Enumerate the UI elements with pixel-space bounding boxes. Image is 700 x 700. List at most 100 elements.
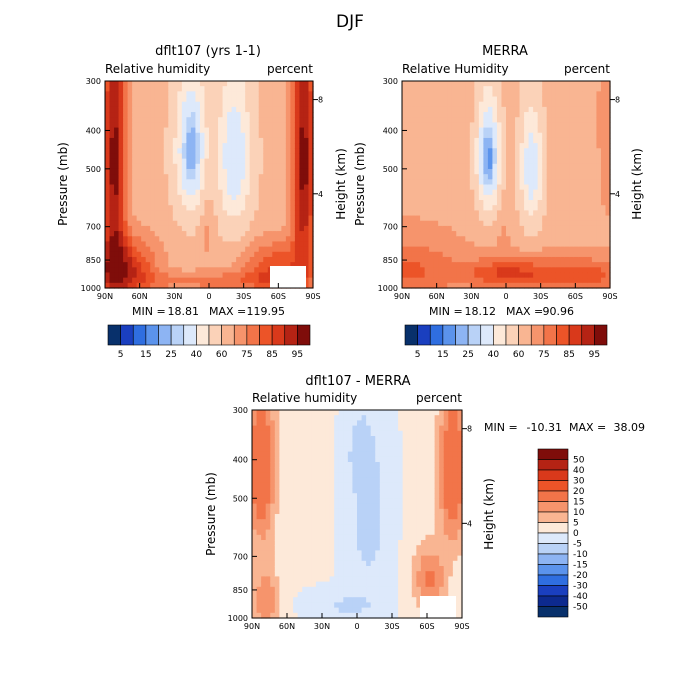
- field-cell: [283, 560, 290, 567]
- field-cell: [420, 277, 426, 284]
- field-cell: [352, 540, 358, 546]
- field-cell: [578, 117, 584, 123]
- field-cell: [460, 194, 466, 201]
- field-cell: [256, 550, 262, 557]
- field-cell: [245, 81, 251, 87]
- field-cell: [281, 189, 287, 196]
- field-cell: [256, 586, 262, 593]
- field-cell: [347, 534, 354, 541]
- field-cell: [190, 282, 197, 289]
- field-cell: [261, 415, 267, 421]
- field-cell: [515, 282, 521, 289]
- field-cell: [528, 272, 534, 279]
- field-cell: [474, 132, 480, 139]
- field-cell: [442, 205, 448, 211]
- field-cell: [438, 127, 444, 134]
- field-cell: [222, 81, 228, 87]
- field-cell: [366, 472, 372, 479]
- field-cell: [411, 158, 417, 165]
- field-cell: [591, 200, 598, 206]
- field-cell: [528, 179, 534, 186]
- merra-colorbar-label: 15: [437, 350, 448, 360]
- field-cell: [424, 184, 430, 191]
- model-colorbar-swatch: [170, 324, 185, 346]
- field-cell: [519, 210, 525, 217]
- field-cell: [265, 436, 271, 442]
- field-cell: [587, 236, 593, 243]
- field-cell: [433, 101, 439, 108]
- field-cell: [433, 236, 439, 243]
- field-cell: [132, 174, 138, 180]
- field-cell: [519, 96, 525, 103]
- field-cell: [591, 256, 598, 263]
- field-cell: [524, 117, 530, 123]
- field-cell: [542, 112, 548, 118]
- field-cell: [222, 112, 228, 118]
- field-cell: [492, 205, 498, 211]
- field-cell: [506, 220, 512, 227]
- field-cell: [415, 241, 421, 248]
- field-cell: [551, 277, 557, 284]
- field-cell: [478, 127, 484, 134]
- field-cell: [528, 91, 534, 98]
- field-cell: [297, 612, 303, 619]
- field-cell: [515, 272, 521, 279]
- field-cell: [195, 194, 201, 201]
- field-cell: [537, 241, 543, 248]
- field-cell: [438, 210, 444, 217]
- field-cell: [460, 122, 466, 129]
- field-cell: [245, 163, 251, 170]
- field-cell: [279, 545, 285, 551]
- field-cell: [118, 148, 124, 155]
- field-cell: [186, 137, 192, 144]
- field-cell: [145, 96, 151, 103]
- field-cell: [433, 132, 439, 139]
- field-cell: [315, 456, 322, 463]
- field-cell: [150, 168, 156, 175]
- field-cell: [145, 256, 151, 263]
- field-cell: [456, 231, 462, 237]
- field-cell: [302, 430, 308, 437]
- field-cell: [510, 179, 516, 186]
- field-cell: [118, 200, 124, 206]
- field-cell: [308, 148, 314, 155]
- field-cell: [487, 96, 494, 103]
- field-cell: [267, 225, 273, 232]
- field-cell: [172, 101, 178, 108]
- field-cell: [591, 143, 598, 149]
- field-cell: [519, 179, 525, 186]
- field-cell: [501, 267, 507, 274]
- field-cell: [308, 153, 314, 160]
- field-cell: [357, 472, 363, 479]
- field-cell: [447, 127, 453, 134]
- field-cell: [357, 410, 363, 416]
- field-cell: [338, 477, 344, 484]
- field-cell: [569, 106, 575, 113]
- field-cell: [433, 91, 439, 98]
- field-cell: [528, 231, 534, 237]
- field-cell: [231, 267, 237, 274]
- field-cell: [352, 441, 358, 447]
- field-cell: [546, 106, 552, 113]
- field-cell: [258, 184, 264, 191]
- field-cell: [256, 482, 262, 489]
- field-cell: [600, 262, 607, 268]
- field-cell: [420, 262, 426, 268]
- field-cell: [496, 267, 503, 274]
- field-cell: [415, 277, 421, 284]
- field-cell: [186, 179, 192, 186]
- field-cell: [379, 462, 385, 468]
- field-cell: [249, 127, 255, 134]
- field-cell: [199, 132, 206, 139]
- field-cell: [515, 210, 521, 217]
- field-cell: [118, 163, 124, 170]
- field-cell: [308, 251, 314, 258]
- field-cell: [524, 225, 530, 232]
- field-cell: [306, 430, 312, 437]
- field-cell: [501, 205, 507, 211]
- field-cell: [240, 231, 246, 237]
- field-cell: [263, 189, 269, 196]
- field-cell: [411, 220, 417, 227]
- field-cell: [447, 189, 453, 196]
- field-cell: [302, 451, 308, 458]
